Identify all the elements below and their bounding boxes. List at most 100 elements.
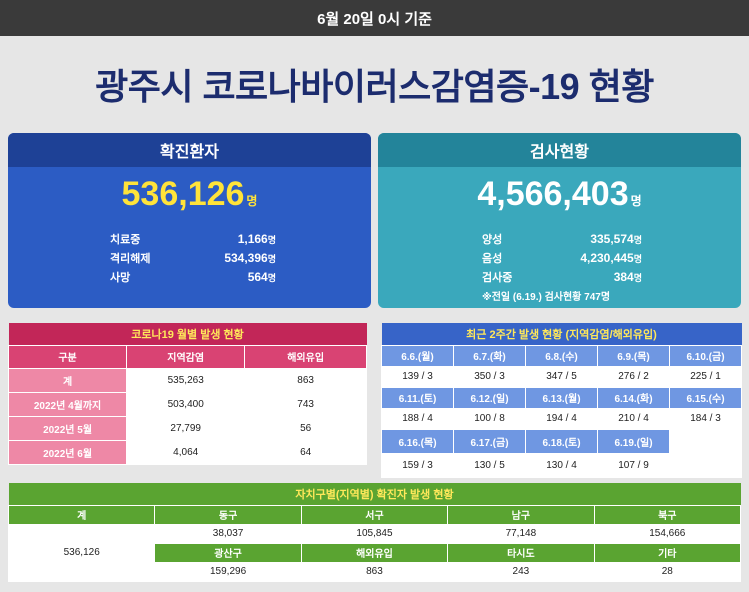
detail-label: 검사중: [482, 271, 513, 284]
detail-value-wrap: 1,166명: [238, 232, 276, 246]
detail-row: 격리해제 534,396명: [110, 248, 276, 267]
date-row: 6.11.(토) 6.12.(일) 6.13.(월) 6.14.(화) 6.15…: [381, 386, 742, 409]
empty-cell: [669, 452, 742, 478]
detail-row: 사망 564명: [110, 267, 276, 286]
value-cell: 107 / 9: [597, 452, 670, 478]
detail-value-wrap: 4,230,445명: [580, 251, 642, 265]
table-row: 2022년 6월 4,064 64: [7, 439, 367, 465]
confirmed-total: 536,126 명: [8, 175, 371, 214]
district-value-row: 536,126 38,037 105,845 77,148 154,666: [7, 523, 742, 582]
monthly-cell: 743: [244, 391, 367, 417]
district-value: 154,666: [593, 523, 742, 544]
district-header: 서구: [300, 504, 449, 525]
monthly-cell: 64: [244, 439, 367, 465]
detail-row: 치료중 1,166명: [110, 229, 276, 248]
value-cell: 100 / 8: [453, 407, 526, 430]
date-cell: 6.11.(토): [381, 386, 454, 409]
detail-unit: 명: [633, 272, 642, 283]
monthly-cell: 56: [244, 415, 367, 441]
detail-value-wrap: 335,574명: [590, 232, 642, 246]
tests-card: 검사현황 4,566,403 명 양성 335,574명 음성 4,230,445…: [378, 133, 741, 308]
confirmed-card: 확진환자 536,126 명 치료중 1,166명 격리해제 534,396명 사…: [8, 133, 371, 308]
date-cell: 6.8.(수): [525, 344, 598, 367]
value-cell: 210 / 4: [597, 407, 670, 430]
detail-label: 격리해제: [110, 252, 151, 265]
monthly-label: 2022년 5월: [7, 415, 128, 441]
date-row: 6.16.(목) 6.17.(금) 6.18.(토) 6.19.(일): [381, 428, 742, 454]
date-cell: 6.16.(목): [381, 428, 454, 454]
table-row: 2022년 4월까지 503,400 743: [7, 391, 367, 417]
detail-value: 1,166: [237, 231, 268, 246]
tests-heading: 검사현황: [378, 133, 741, 167]
value-cell: 130 / 5: [453, 452, 526, 478]
detail-label: 치료중: [110, 233, 141, 246]
value-cell: 139 / 3: [381, 365, 454, 388]
date-cell: 6.19.(일): [597, 428, 670, 454]
district-value-row: 159,296 863 243 28: [9, 561, 742, 582]
monthly-label: 2022년 6월: [7, 439, 128, 465]
tests-total: 4,566,403 명: [378, 175, 741, 214]
district-header: 동구: [154, 504, 302, 525]
page-title: 광주시 코로나바이러스감염증-19 현황: [95, 66, 654, 107]
district-header-row: 계 동구 서구 남구 북구: [7, 504, 742, 525]
tests-total-unit: 명: [630, 194, 642, 208]
detail-value: 335,574: [590, 231, 634, 246]
monthly-cell: 863: [244, 367, 367, 393]
value-cell: 194 / 4: [525, 407, 598, 430]
district-header: 북구: [593, 504, 742, 525]
tests-details: 양성 335,574명 음성 4,230,445명 검사중 384명: [482, 229, 642, 286]
detail-label: 양성: [482, 233, 503, 246]
detail-value: 384: [613, 269, 634, 284]
date-cell: 6.9.(목): [597, 344, 670, 367]
value-cell: 225 / 1: [669, 365, 742, 388]
date-cell: 6.18.(토): [525, 428, 598, 454]
district-title: 자치구별(지역별) 확진자 발생 현황: [8, 483, 741, 505]
detail-value-wrap: 384명: [614, 270, 642, 284]
district-total-label: 계: [7, 504, 156, 525]
detail-value-wrap: 534,396명: [224, 251, 276, 265]
value-row: 188 / 4 100 / 8 194 / 4 210 / 4 184 / 3: [381, 407, 742, 430]
date-cell: 6.14.(화): [597, 386, 670, 409]
value-cell: 184 / 3: [669, 407, 742, 430]
district-header: 남구: [447, 504, 595, 525]
district-total-value: 536,126: [7, 523, 156, 582]
date-cell: 6.6.(월): [381, 344, 454, 367]
district-header: 해외유입: [300, 542, 449, 563]
detail-unit: 명: [267, 253, 276, 264]
empty-cell: [669, 428, 742, 454]
detail-unit: 명: [267, 272, 276, 283]
value-cell: 188 / 4: [381, 407, 454, 430]
district-value: 28: [593, 561, 742, 582]
confirmed-total-value: 536,126: [121, 175, 245, 213]
date-cell: 6.7.(화): [453, 344, 526, 367]
monthly-table: 코로나19 월별 발생 현황 구분 지역감염 해외유입 계 535,263 86…: [7, 323, 367, 465]
detail-row: 양성 335,574명: [482, 229, 642, 248]
monthly-cell: 27,799: [126, 415, 246, 441]
monthly-cell: 535,263: [126, 367, 246, 393]
district-value: 243: [447, 561, 595, 582]
district-header: 기타: [593, 542, 742, 563]
confirmed-heading: 확진환자: [8, 133, 371, 167]
district-header: 타시도: [447, 542, 595, 563]
value-cell: 276 / 2: [597, 365, 670, 388]
date-text: 6월 20일 0시 기준: [317, 10, 432, 28]
district-value: 38,037: [154, 523, 302, 544]
monthly-label: 2022년 4월까지: [7, 391, 128, 417]
monthly-title: 코로나19 월별 발생 현황: [8, 323, 367, 345]
date-cell: 6.12.(일): [453, 386, 526, 409]
detail-value: 564: [247, 269, 268, 284]
table-row: 계 535,263 863: [7, 367, 367, 393]
date-header: 6월 20일 0시 기준: [0, 0, 749, 36]
detail-label: 사망: [110, 271, 131, 284]
district-header: 광산구: [154, 542, 302, 563]
monthly-header: 구분: [7, 344, 128, 369]
date-cell: 6.13.(월): [525, 386, 598, 409]
detail-unit: 명: [633, 253, 642, 264]
detail-row: 검사중 384명: [482, 267, 642, 286]
value-row: 139 / 3 350 / 3 347 / 5 276 / 2 225 / 1: [381, 365, 742, 388]
detail-label: 음성: [482, 252, 503, 265]
table-row: 2022년 5월 27,799 56: [7, 415, 367, 441]
monthly-header: 지역감염: [126, 344, 246, 369]
value-cell: 347 / 5: [525, 365, 598, 388]
monthly-cell: 4,064: [126, 439, 246, 465]
